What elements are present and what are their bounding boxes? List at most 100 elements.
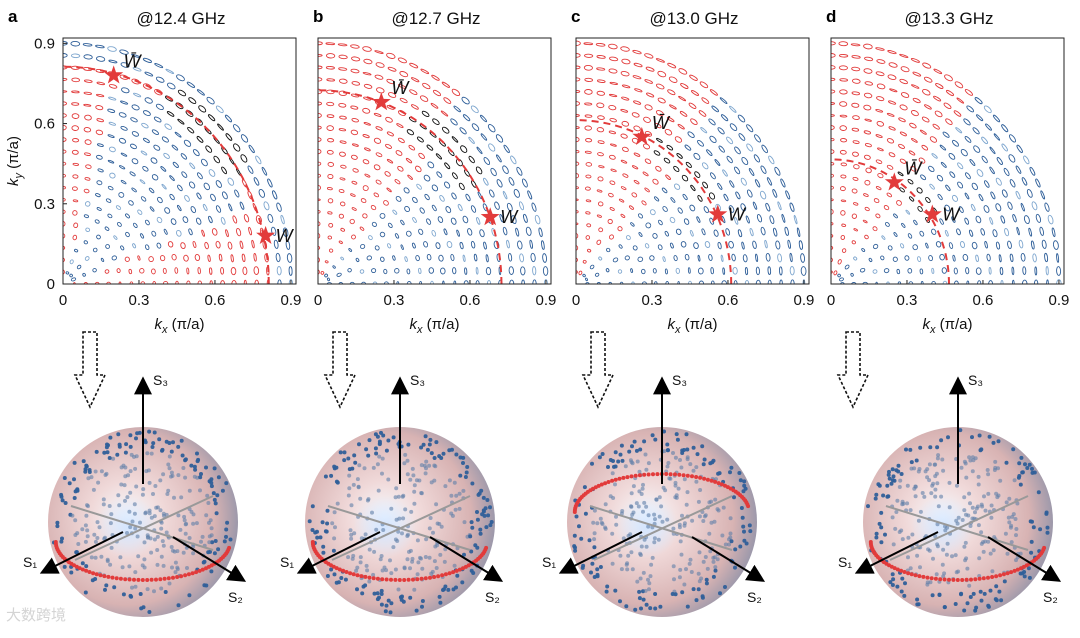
polarization-ellipse xyxy=(952,139,959,147)
polarization-ellipse xyxy=(118,192,125,198)
polarization-ellipse xyxy=(1044,202,1050,212)
polarization-ellipse xyxy=(508,177,515,186)
sphere-dot xyxy=(187,536,192,540)
polarization-ellipse xyxy=(445,206,452,214)
polarization-ellipse xyxy=(318,209,321,214)
sphere-dot xyxy=(680,448,685,453)
polarization-ellipse xyxy=(644,53,654,59)
polarization-ellipse xyxy=(641,200,647,206)
polarization-ellipse xyxy=(984,180,990,188)
polarization-ellipse xyxy=(240,154,248,163)
polarization-ellipse xyxy=(326,282,333,284)
polarization-ellipse xyxy=(912,244,918,251)
sphere-dot xyxy=(733,547,738,552)
polarization-ellipse xyxy=(63,221,66,227)
polarization-ellipse xyxy=(339,151,346,157)
polarization-ellipse xyxy=(483,241,487,250)
sphere-dot xyxy=(206,550,211,555)
polarization-ellipse xyxy=(689,204,696,212)
polarization-ellipse xyxy=(710,280,715,284)
polarization-ellipse xyxy=(96,143,104,147)
polarization-ellipse xyxy=(973,145,981,153)
sphere-dot xyxy=(890,583,895,587)
sphere-dot xyxy=(434,440,439,445)
sphere-dot xyxy=(373,446,378,451)
polarization-ellipse xyxy=(582,273,586,278)
polarization-ellipse xyxy=(184,194,190,202)
sphere-dot-red xyxy=(651,472,655,477)
polarization-ellipse xyxy=(853,202,859,206)
sphere-gridline xyxy=(327,505,471,551)
polarization-ellipse xyxy=(519,253,525,263)
polarization-ellipse xyxy=(850,43,861,47)
polarization-ellipse xyxy=(667,62,677,69)
polarization-ellipse xyxy=(865,167,872,174)
polarization-ellipse xyxy=(1015,190,1021,200)
polarization-ellipse xyxy=(596,127,605,133)
polarization-ellipse xyxy=(523,213,528,223)
sphere-dot xyxy=(986,604,991,609)
polarization-ellipse xyxy=(115,205,122,210)
polarization-ellipse xyxy=(665,281,670,284)
polarization-ellipse xyxy=(230,267,237,276)
sphere-dot xyxy=(128,433,133,438)
polarization-ellipse xyxy=(637,213,644,219)
sphere-dot xyxy=(143,511,148,516)
sphere-dot xyxy=(945,541,950,546)
polarization-ellipse xyxy=(154,63,164,69)
sphere-dot xyxy=(160,448,164,453)
polarization-ellipse xyxy=(594,272,600,277)
polarization-ellipse xyxy=(831,149,835,154)
sphere-dot xyxy=(727,542,731,547)
sphere-dot xyxy=(613,482,617,487)
polarization-ellipse xyxy=(350,44,360,49)
polarization-ellipse xyxy=(189,162,196,170)
sphere-dot xyxy=(646,524,651,529)
polarization-ellipse xyxy=(118,165,126,170)
sphere-dot-red xyxy=(183,573,188,578)
sphere-dot xyxy=(375,462,380,467)
polarization-ellipse xyxy=(981,136,989,145)
sphere-dot xyxy=(927,462,932,467)
polarization-ellipse xyxy=(831,77,836,82)
polarization-ellipse xyxy=(426,144,434,151)
polarization-ellipse xyxy=(831,222,834,226)
polarization-ellipse xyxy=(653,150,661,156)
polarization-ellipse xyxy=(326,187,333,191)
polarization-ellipse xyxy=(934,110,943,118)
polarization-ellipse xyxy=(589,264,595,270)
sphere-dot-red xyxy=(149,577,154,582)
x-tick-label: 0.9 xyxy=(536,292,557,309)
sphere-dot xyxy=(200,534,205,539)
panel-title: @12.7 GHz xyxy=(391,9,480,28)
sphere-dot xyxy=(644,467,649,472)
polarization-ellipse xyxy=(598,165,605,169)
sphere-dot xyxy=(1007,520,1012,525)
polarization-ellipse xyxy=(338,102,347,108)
polarization-ellipse xyxy=(426,253,432,261)
sphere-dot xyxy=(375,591,380,596)
polarization-ellipse xyxy=(633,62,643,68)
polarization-ellipse xyxy=(981,155,988,164)
point-marker xyxy=(256,225,276,244)
sphere-dot xyxy=(447,478,452,483)
sphere-dot-red xyxy=(114,576,119,581)
sphere-dot xyxy=(323,529,328,534)
polarization-ellipse xyxy=(116,268,121,274)
x-tick-label: 0.3 xyxy=(384,292,405,309)
polarization-ellipse xyxy=(977,280,982,284)
polarization-ellipse xyxy=(363,122,371,126)
sphere-dot-red xyxy=(140,578,145,582)
sphere-dot-red xyxy=(80,567,85,572)
sphere-dot xyxy=(128,490,133,495)
sphere-dot xyxy=(742,529,746,534)
sphere-dot xyxy=(86,476,91,481)
sphere-dot xyxy=(883,532,887,537)
sphere-dot xyxy=(910,532,915,537)
polarization-ellipse xyxy=(118,281,122,284)
sphere-dot xyxy=(191,512,196,517)
sphere-dot xyxy=(976,482,981,487)
polarization-ellipse xyxy=(840,199,847,203)
polarization-ellipse xyxy=(677,280,680,284)
sphere-dot xyxy=(455,573,460,578)
